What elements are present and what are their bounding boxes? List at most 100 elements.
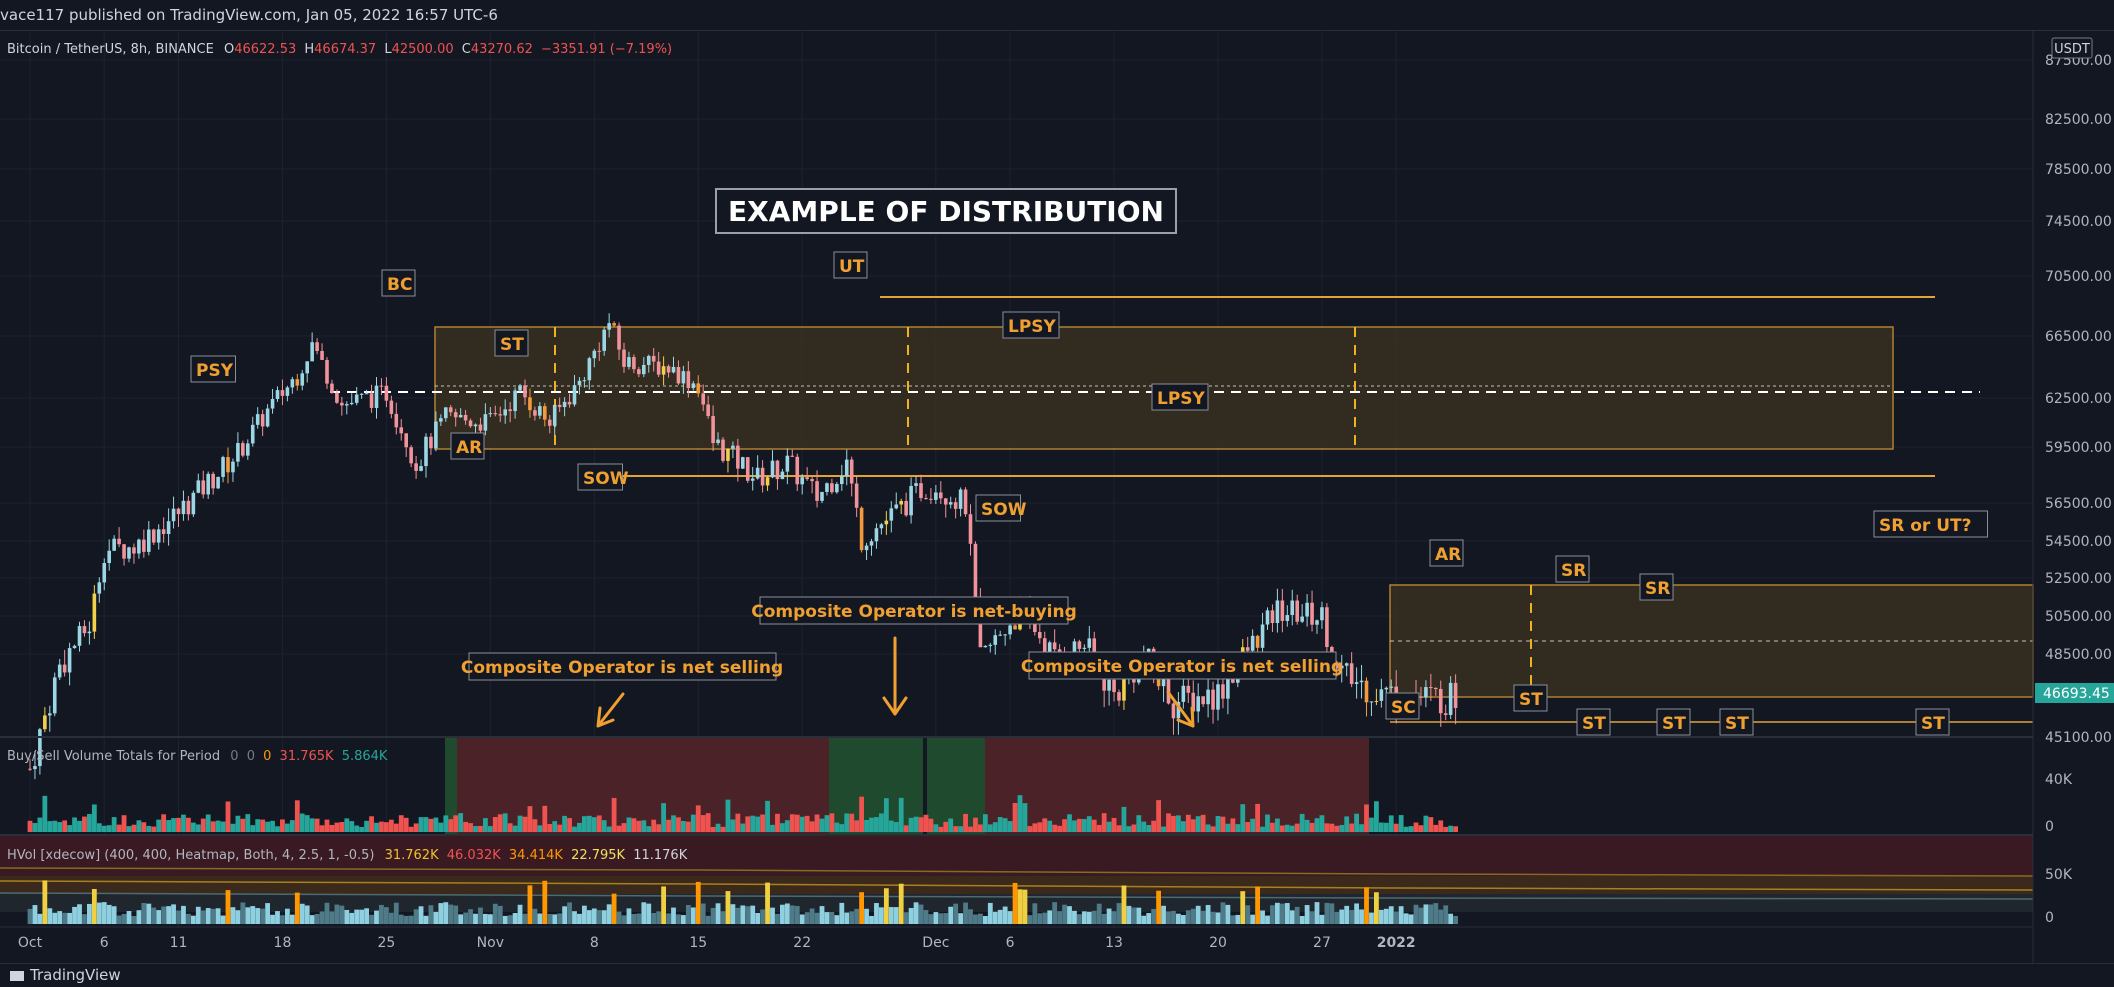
volume-axis-40k: 40K	[2045, 772, 2073, 788]
hvol-bar	[1121, 885, 1127, 924]
volume-bar	[611, 797, 617, 832]
candle-body	[250, 424, 255, 444]
candle-body	[577, 380, 582, 386]
ar-label-box	[450, 432, 485, 460]
hvol-bar	[1369, 912, 1374, 924]
candle-body	[186, 500, 191, 515]
volume-bar	[809, 821, 815, 832]
hvol-bar	[324, 902, 330, 924]
candle-body	[1196, 696, 1200, 712]
candle-body	[117, 538, 121, 545]
candle-body	[1359, 680, 1364, 683]
volume-bar	[1289, 825, 1295, 832]
volume-bar	[537, 825, 543, 832]
volume-bar	[1309, 822, 1315, 832]
volume-bar	[1284, 824, 1290, 832]
candle-body	[448, 407, 453, 413]
candle-body	[1339, 665, 1344, 669]
hvol-bar	[1403, 913, 1409, 924]
candle-body	[161, 529, 166, 535]
volume-bar	[1423, 815, 1429, 832]
volume-bar	[151, 826, 157, 832]
hvol-bar	[151, 907, 157, 924]
hvol-bar	[834, 915, 840, 924]
volume-bar	[958, 826, 963, 832]
candle-body	[637, 369, 641, 375]
candle-body	[1320, 607, 1324, 621]
price-tick: 82500.00	[2045, 112, 2112, 128]
st-label: ST	[500, 335, 524, 355]
hvol-bar	[1180, 915, 1186, 924]
candle-body	[1448, 682, 1453, 715]
st-label-2: ST	[1519, 690, 1543, 710]
time-axis[interactable]: Oct 6 11 18 25 Nov 8 15 22 Dec 6 13 20 27 2022	[18, 935, 1416, 951]
volume-bar	[577, 822, 582, 832]
volume-bar	[973, 817, 978, 832]
volume-bar	[1383, 822, 1389, 832]
volume-bar	[176, 817, 181, 832]
st-label-4-box	[1656, 708, 1691, 736]
candle-body	[458, 414, 463, 418]
candle-body	[419, 466, 423, 471]
hvol-bar	[388, 912, 394, 924]
volume-bar	[210, 821, 216, 832]
candle-body	[315, 342, 319, 351]
hvol-bar	[1374, 892, 1379, 924]
volume-bar	[1012, 802, 1018, 832]
volume-bar	[1265, 814, 1270, 832]
candle-body	[815, 481, 819, 501]
volume-bar	[1176, 815, 1181, 832]
volume-bar	[364, 820, 369, 832]
hvol-bar	[710, 907, 716, 924]
candle-body	[1047, 642, 1052, 654]
price-axis[interactable]: 45100.00 48500.00 50500.00 52500.00 54500.00…	[2045, 53, 2112, 746]
tradingview-brand[interactable]: TradingView	[10, 966, 121, 984]
candle-body	[840, 476, 844, 485]
candle-body	[830, 483, 834, 493]
volume-bar	[572, 826, 577, 832]
ut-label-box	[833, 251, 868, 279]
hvol-bar	[1299, 915, 1305, 924]
volume-bar	[1349, 823, 1355, 832]
hvol-bar	[512, 913, 518, 924]
hvol-bar	[1210, 911, 1216, 924]
candle-body	[1082, 647, 1087, 649]
candle-body	[939, 492, 943, 499]
hvol-bar	[1235, 914, 1241, 924]
volume-bar	[255, 819, 261, 832]
hvol-bar	[1354, 903, 1359, 924]
hvol-bar	[289, 914, 295, 924]
candle-body	[805, 477, 809, 480]
volume-bar	[1096, 824, 1102, 832]
volume-bar	[898, 797, 904, 832]
volume-bar	[1304, 819, 1310, 832]
hvol-bar	[829, 912, 835, 924]
volume-bar	[463, 821, 468, 832]
hvol-bar	[775, 913, 780, 924]
candle-body	[1374, 700, 1379, 702]
volume-bar	[1027, 826, 1033, 832]
candle-body	[929, 498, 933, 500]
volume-bar	[1190, 819, 1196, 832]
candle-body	[285, 387, 290, 396]
price-tick: 45100.00	[2045, 730, 2112, 746]
price-chart[interactable]: EXAMPLE OF DISTRIBUTION PSY BC ST AR SOW UT LP…	[0, 0, 2114, 963]
legend-high: 46674.37	[314, 42, 376, 57]
candle-body	[132, 547, 136, 554]
hvol-bar	[1279, 903, 1285, 924]
hvol-bar	[1225, 904, 1231, 924]
volume-bar	[1255, 803, 1260, 832]
candle-body	[156, 529, 161, 543]
volume-bar	[67, 825, 72, 832]
volume-bar	[324, 819, 330, 832]
hvol-bar	[1329, 903, 1335, 924]
candle-body	[349, 402, 354, 405]
hvol-bar	[487, 914, 493, 924]
hvol-bar	[789, 905, 795, 924]
volume-bar	[1072, 820, 1077, 832]
hvol-bar	[814, 912, 820, 924]
volume-bar	[730, 819, 736, 832]
candle-body	[552, 404, 557, 426]
last-price-tag	[2035, 683, 2114, 703]
candle-body	[429, 436, 433, 449]
